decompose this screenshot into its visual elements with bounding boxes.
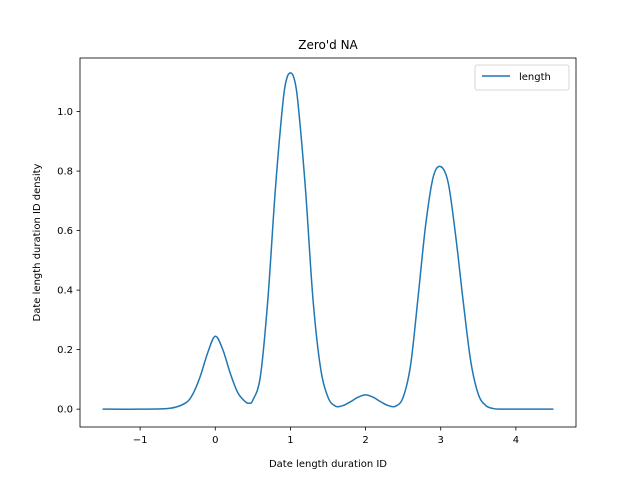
legend-box xyxy=(474,64,570,91)
y-tick-label: 0.8 xyxy=(57,167,73,178)
legend-label-length: length xyxy=(519,72,551,83)
x-tick-label: 3 xyxy=(438,435,444,446)
y-tick-label: 0.4 xyxy=(57,286,73,297)
x-tick-label: −1 xyxy=(133,435,148,446)
x-tick-label: 4 xyxy=(513,435,519,446)
legend: length xyxy=(474,64,570,91)
plot-area xyxy=(80,58,576,427)
chart-title: Zero'd NA xyxy=(298,38,358,52)
y-tick-label: 0.0 xyxy=(57,405,73,416)
x-axis-label: Date length duration ID xyxy=(269,459,387,470)
plot-frame xyxy=(79,57,577,428)
y-axis: 0.0 0.2 0.4 0.6 0.8 1.0 xyxy=(57,107,80,416)
series-layer xyxy=(102,72,554,410)
y-axis-label: Date length duration ID density xyxy=(32,163,43,321)
series-line-length xyxy=(102,72,554,410)
x-axis: −1 0 1 2 3 4 xyxy=(133,427,519,446)
y-tick-label: 0.2 xyxy=(57,345,73,356)
x-tick-label: 1 xyxy=(287,435,293,446)
y-tick-label: 0.6 xyxy=(57,226,73,237)
y-tick-label: 1.0 xyxy=(57,107,73,118)
x-tick-label: 0 xyxy=(212,435,218,446)
x-tick-label: 2 xyxy=(362,435,368,446)
